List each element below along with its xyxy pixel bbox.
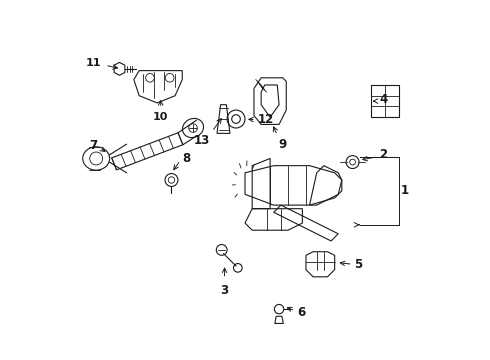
Text: 7: 7 [89,139,97,152]
Text: 11: 11 [86,58,101,68]
Text: 10: 10 [153,112,169,122]
Text: 8: 8 [182,152,191,165]
Text: 12: 12 [258,113,274,126]
Text: 4: 4 [379,93,388,106]
Text: 13: 13 [194,134,210,147]
Text: 2: 2 [379,148,388,161]
Text: 9: 9 [278,138,287,151]
Text: 6: 6 [297,306,305,319]
Text: 5: 5 [354,258,363,271]
Text: 3: 3 [220,284,229,297]
Text: 1: 1 [401,184,409,197]
